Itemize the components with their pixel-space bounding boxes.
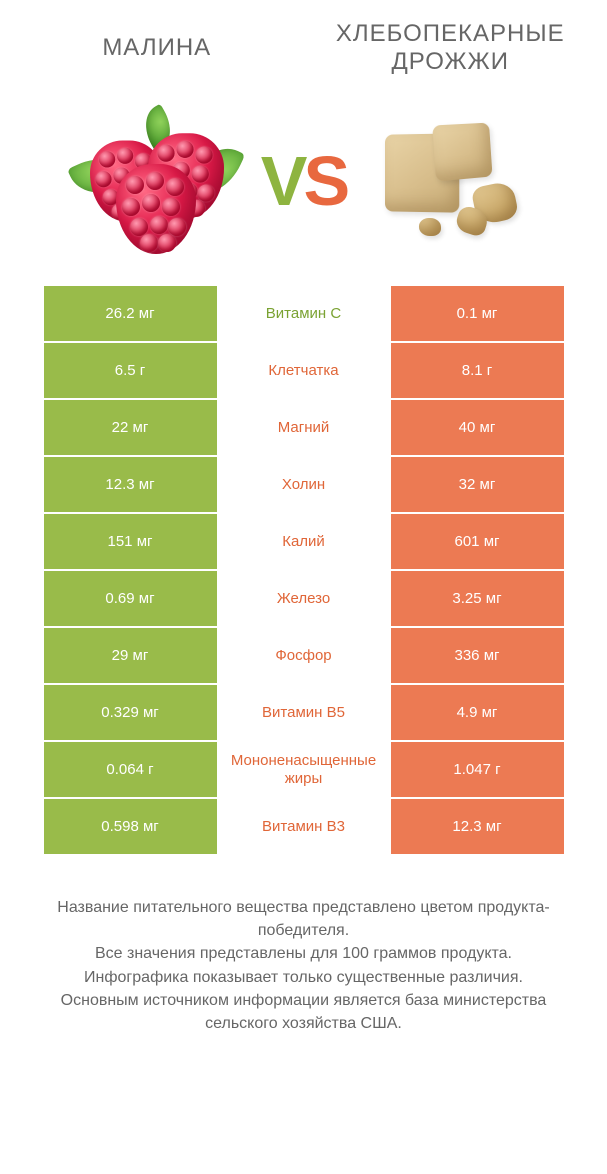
nutrient-name: Холин <box>217 457 391 512</box>
footer-line: Основным источником информации является … <box>34 989 574 1035</box>
left-value: 12.3 мг <box>44 457 217 512</box>
vs-v: V <box>261 142 304 220</box>
right-value: 8.1 г <box>391 343 564 398</box>
nutrient-name: Калий <box>217 514 391 569</box>
footer-line: Название питательного вещества представл… <box>34 896 574 942</box>
footer-line: Все значения представлены для 100 граммо… <box>34 942 574 965</box>
left-value: 6.5 г <box>44 343 217 398</box>
table-row: 6.5 гКлетчатка8.1 г <box>44 343 564 400</box>
nutrient-name: Фосфор <box>217 628 391 683</box>
infographic: МАЛИНА ХЛЕБОПЕКАРНЫЕ ДРОЖЖИ <box>0 0 607 1055</box>
right-value: 1.047 г <box>391 742 564 797</box>
nutrient-name: Витамин B3 <box>217 799 391 854</box>
nutrient-name: Витамин B5 <box>217 685 391 740</box>
nutrient-name: Мононенасыщенные жиры <box>217 742 391 797</box>
table-row: 0.598 мгВитамин B312.3 мг <box>44 799 564 856</box>
table-row: 29 мгФосфор336 мг <box>44 628 564 685</box>
left-value: 0.064 г <box>44 742 217 797</box>
nutrient-name: Магний <box>217 400 391 455</box>
nutrient-name: Витамин C <box>217 286 391 341</box>
image-row: VS <box>0 86 607 276</box>
left-value: 0.598 мг <box>44 799 217 854</box>
nutrient-name: Клетчатка <box>217 343 391 398</box>
yeast-icon <box>354 101 544 261</box>
raspberry-icon <box>63 101 253 261</box>
right-value: 32 мг <box>391 457 564 512</box>
right-value: 40 мг <box>391 400 564 455</box>
right-value: 12.3 мг <box>391 799 564 854</box>
footer-line: Инфографика показывает только существенн… <box>34 966 574 989</box>
right-value: 4.9 мг <box>391 685 564 740</box>
left-value: 26.2 мг <box>44 286 217 341</box>
table-row: 22 мгМагний40 мг <box>44 400 564 457</box>
left-value: 0.69 мг <box>44 571 217 626</box>
footer-notes: Название питательного вещества представл… <box>34 896 574 1035</box>
left-value: 29 мг <box>44 628 217 683</box>
table-row: 0.329 мгВитамин B54.9 мг <box>44 685 564 742</box>
nutrient-name: Железо <box>217 571 391 626</box>
vs-label: VS <box>261 146 346 216</box>
table-row: 26.2 мгВитамин C0.1 мг <box>44 286 564 343</box>
left-value: 22 мг <box>44 400 217 455</box>
left-value: 151 мг <box>44 514 217 569</box>
comparison-table: 26.2 мгВитамин C0.1 мг6.5 гКлетчатка8.1 … <box>44 286 564 856</box>
table-row: 0.064 гМононенасыщенные жиры1.047 г <box>44 742 564 799</box>
table-row: 0.69 мгЖелезо3.25 мг <box>44 571 564 628</box>
table-row: 12.3 мгХолин32 мг <box>44 457 564 514</box>
right-value: 336 мг <box>391 628 564 683</box>
right-value: 601 мг <box>391 514 564 569</box>
right-value: 0.1 мг <box>391 286 564 341</box>
left-title: МАЛИНА <box>30 34 284 62</box>
right-value: 3.25 мг <box>391 571 564 626</box>
right-title: ХЛЕБОПЕКАРНЫЕ ДРОЖЖИ <box>324 20 578 76</box>
left-value: 0.329 мг <box>44 685 217 740</box>
table-row: 151 мгКалий601 мг <box>44 514 564 571</box>
header: МАЛИНА ХЛЕБОПЕКАРНЫЕ ДРОЖЖИ <box>0 0 607 86</box>
vs-s: S <box>304 142 347 220</box>
